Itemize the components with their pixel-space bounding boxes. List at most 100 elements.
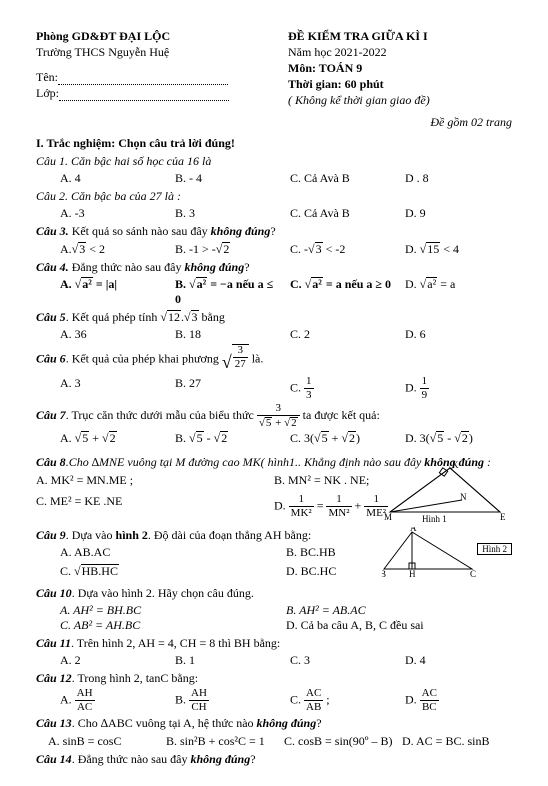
q12-d-pre: D. xyxy=(405,693,420,707)
header-left: Phòng GD&ĐT ĐẠI LỘC Trường THCS Nguyễn H… xyxy=(36,28,260,109)
q3-a-pre: A. xyxy=(60,242,72,256)
q4-c-pre: C. xyxy=(290,277,305,291)
q2-a: A. -3 xyxy=(60,206,167,221)
q1-text: Câu 1. Căn bậc hai số học của 16 là xyxy=(36,154,211,168)
q13-a: A. sinB = cosC xyxy=(48,734,158,749)
q8-d-m-den: MN² xyxy=(326,506,351,519)
q7-c-r1: 5 xyxy=(321,431,329,444)
q3-d-rad: 15 xyxy=(426,242,440,255)
q12-b-pre: B. xyxy=(175,693,189,707)
q4-pre: Câu 4. xyxy=(36,260,69,274)
q6-post: là. xyxy=(252,351,264,365)
q7-b-op: - xyxy=(204,431,214,445)
q7-a-r2: 2 xyxy=(109,431,117,444)
q7-a-op: + xyxy=(89,431,102,445)
q11-d: D. 4 xyxy=(405,653,512,668)
q6-d-den: 9 xyxy=(420,388,430,401)
q10-b: B. AH² = AB.AC xyxy=(286,603,512,618)
q12-a-num: AH xyxy=(75,688,95,700)
sqrt xyxy=(75,431,82,445)
school: Trường THCS Nguyễn Huệ xyxy=(36,45,260,60)
sqrt xyxy=(341,431,348,445)
q5-r1: 12 xyxy=(167,310,181,323)
q2: Câu 2. Căn bậc ba của 27 là : xyxy=(36,188,512,204)
q12-c-den: AB xyxy=(304,700,323,713)
q1-a: A. 4 xyxy=(60,171,167,186)
q3-opts: A.3 < 2 B. -1 > -2 C. -3 < -2 D. 15 < 4 xyxy=(60,242,512,257)
q6: Câu 6. Kết quả của phép khai phương 327 … xyxy=(36,344,512,375)
q10-mid: . Dựa vào hình 2. Hãy chọn câu đúng. xyxy=(72,586,254,600)
q10: Câu 10. Dựa vào hình 2. Hãy chọn câu đún… xyxy=(36,585,512,601)
q6-c-pre: C. xyxy=(290,381,304,395)
q9-mid: . Dựa vào xyxy=(66,528,116,542)
q7-d-pre: D. 3( xyxy=(405,431,430,445)
q9-post: . Độ dài của đoạn thẳng AH bằng: xyxy=(148,528,311,542)
q4-a: A. a² = |a| xyxy=(60,277,167,307)
q12-pre: Câu 12 xyxy=(36,671,72,685)
q7-c-r2: 2 xyxy=(348,431,356,444)
q13-mid: . Cho ∆ABC vuông tại A, hệ thức nào xyxy=(72,716,257,730)
sqrt xyxy=(102,431,109,445)
q12: Câu 12. Trong hình 2, tanC bằng: xyxy=(36,670,512,686)
q5-d: D. 6 xyxy=(405,327,512,342)
sqrt xyxy=(420,242,427,256)
figure-1: K N M E Hình 1 xyxy=(382,460,512,524)
sqrt xyxy=(189,277,196,291)
q5-post: bằng xyxy=(199,310,225,324)
name-row: Tên: xyxy=(36,70,260,85)
sqrt xyxy=(214,431,221,445)
q2-b: B. 3 xyxy=(175,206,282,221)
q13-c: C. cosB = sin(90º – B) xyxy=(284,734,394,749)
q3-c: C. -3 < -2 xyxy=(290,242,397,257)
dept: Phòng GD&ĐT ĐẠI LỘC xyxy=(36,29,260,44)
q7-b-r1: 5 xyxy=(196,431,204,444)
q2-opts: A. -3 B. 3 C. Cả Avà B D. 9 xyxy=(60,206,512,221)
q8-a: A. MK² = MN.ME ; xyxy=(36,473,274,488)
q8-d-f1: 1MK² xyxy=(289,494,314,519)
q8-d-f2: 1MN² xyxy=(326,494,351,519)
q4-d-post: = a xyxy=(437,277,455,291)
header: Phòng GD&ĐT ĐẠI LỘC Trường THCS Nguyễn H… xyxy=(36,28,512,109)
class-label: Lớp: xyxy=(36,86,59,100)
q4-opts: A. a² = |a| B. a² = −a nếu a ≤ 0 C. a² =… xyxy=(60,277,512,307)
q6-d: D. 19 xyxy=(405,376,512,401)
q13-opts: A. sinB = cosC B. sin²B + cos²C = 1 C. c… xyxy=(48,734,512,749)
q6-c: C. 13 xyxy=(290,376,397,401)
q4-c: C. a² = a nếu a ≥ 0 xyxy=(290,277,397,307)
q12-c-num: AC xyxy=(304,688,323,700)
q6-c-num: 1 xyxy=(304,376,314,388)
fig1-E: E xyxy=(500,512,506,522)
q4-kd: không đúng xyxy=(185,260,245,274)
q7-num: 3 xyxy=(257,403,300,415)
q3-d-pre: D. xyxy=(405,242,420,256)
sqrt xyxy=(189,431,196,445)
q7-d: D. 3(5 - 2) xyxy=(405,431,512,446)
fig2-box: Hình 2 xyxy=(477,541,512,556)
q4-b-rad: a² xyxy=(196,277,208,290)
q8-block: Câu 8.Cho ∆MNE vuông tại M đường cao MK(… xyxy=(36,454,512,518)
q11-opts: A. 2 B. 1 C. 3 D. 4 xyxy=(60,653,512,668)
q1-c: C. Cả Avà B xyxy=(290,171,397,186)
q5-r2: 3 xyxy=(191,310,199,323)
q11-b: B. 1 xyxy=(175,653,282,668)
fig2-label: Hình 2 xyxy=(477,543,512,555)
q5-a: A. 36 xyxy=(60,327,167,342)
q14: Câu 14. Đẳng thức nào sau đây không đúng… xyxy=(36,751,512,767)
q6-mid: . Kết quả của phép khai phương xyxy=(66,351,222,365)
q7-d-r2: 2 xyxy=(461,431,469,444)
q10-row2: C. AB² = AH.BC D. Cả ba câu A, B, C đều … xyxy=(60,618,512,633)
q3-a: A.3 < 2 xyxy=(60,242,167,257)
q9-block: Câu 9. Dựa vào hình 2. Độ dài của đoạn t… xyxy=(36,527,512,579)
q12-a-pre: A. xyxy=(60,693,75,707)
q8-pre: Câu 8 xyxy=(36,455,66,469)
q8-mid: .Cho ∆MNE vuông tại M đường cao MK( hình… xyxy=(66,455,425,469)
q6-den: 27 xyxy=(233,357,248,370)
q7-post: ta được kết quả: xyxy=(303,408,380,422)
q2-c: C. Cả Avà B xyxy=(290,206,397,221)
q6-d-frac: 19 xyxy=(420,376,430,401)
q4-a-post: = |a| xyxy=(93,277,117,291)
page-count: Đề gồm 02 trang xyxy=(36,115,512,130)
q8-d-eq: = xyxy=(317,498,327,512)
q7-a-pre: A. xyxy=(60,431,75,445)
q6-d-pre: D. xyxy=(405,381,420,395)
